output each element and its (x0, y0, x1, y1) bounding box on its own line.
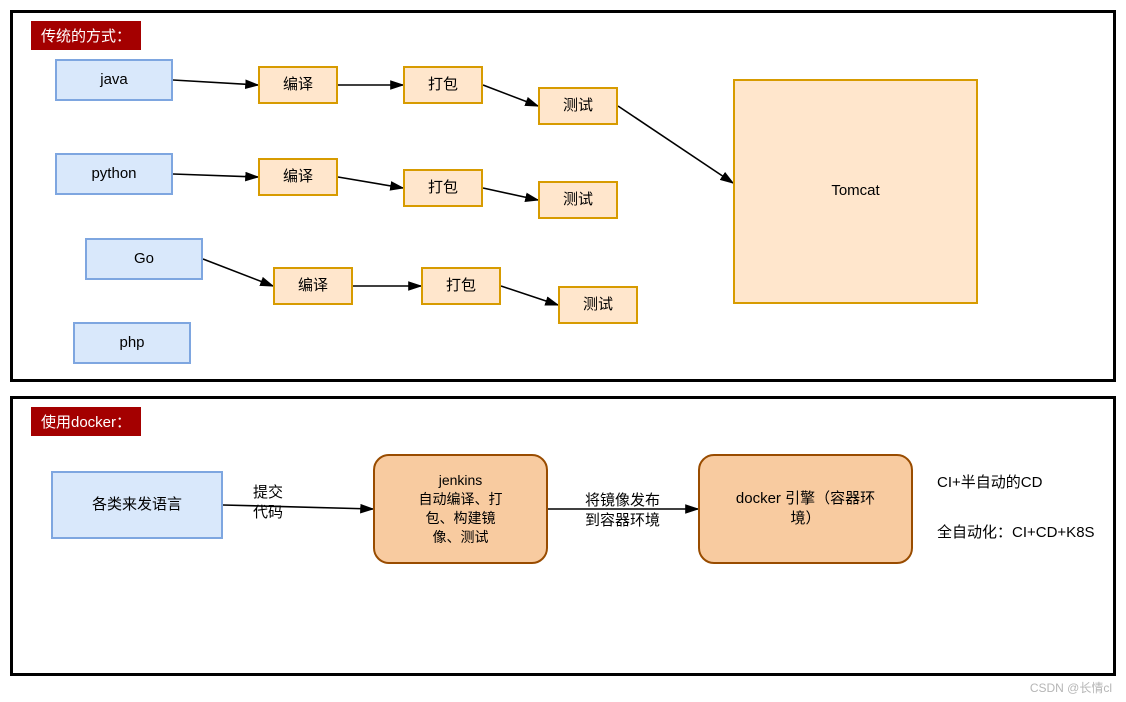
node-c2_1: 编译 (258, 158, 338, 196)
node-c2_3: 测试 (538, 181, 618, 219)
watermark: CSDN @长情cl (1030, 679, 1112, 696)
panel-docker: 使用docker： 各类来发语言 jenkins 自动编译、打 包、构建镜 像、测… (10, 396, 1116, 676)
node-c3_3: 测试 (558, 286, 638, 324)
panel-docker-title: 使用docker： (31, 407, 141, 436)
node-c2_2: 打包 (403, 169, 483, 207)
node-jenkins: jenkins 自动编译、打 包、构建镜 像、测试 (373, 454, 548, 564)
node-php: php (73, 322, 191, 364)
label-ci2: 全自动化：CI+CD+K8S (933, 519, 1099, 547)
node-c1_3: 测试 (538, 87, 618, 125)
node-c3_1: 编译 (273, 267, 353, 305)
node-docker: docker 引擎（容器环 境） (698, 454, 913, 564)
node-tomcat: Tomcat (733, 79, 978, 304)
node-c1_2: 打包 (403, 66, 483, 104)
node-python: python (55, 153, 173, 195)
node-c1_1: 编译 (258, 66, 338, 104)
node-langs: 各类来发语言 (51, 471, 223, 539)
node-go: Go (85, 238, 203, 280)
label-ci1: CI+半自动的CD (933, 469, 1046, 497)
panel-traditional-title: 传统的方式： (31, 21, 141, 50)
node-c3_2: 打包 (421, 267, 501, 305)
node-java: java (55, 59, 173, 101)
label-publish: 将镜像发布 到容器环境 (581, 487, 664, 536)
label-submit: 提交 代码 (249, 479, 287, 528)
panel-traditional: 传统的方式： javapythonGophp编译打包测试编译打包测试编译打包测试… (10, 10, 1116, 382)
